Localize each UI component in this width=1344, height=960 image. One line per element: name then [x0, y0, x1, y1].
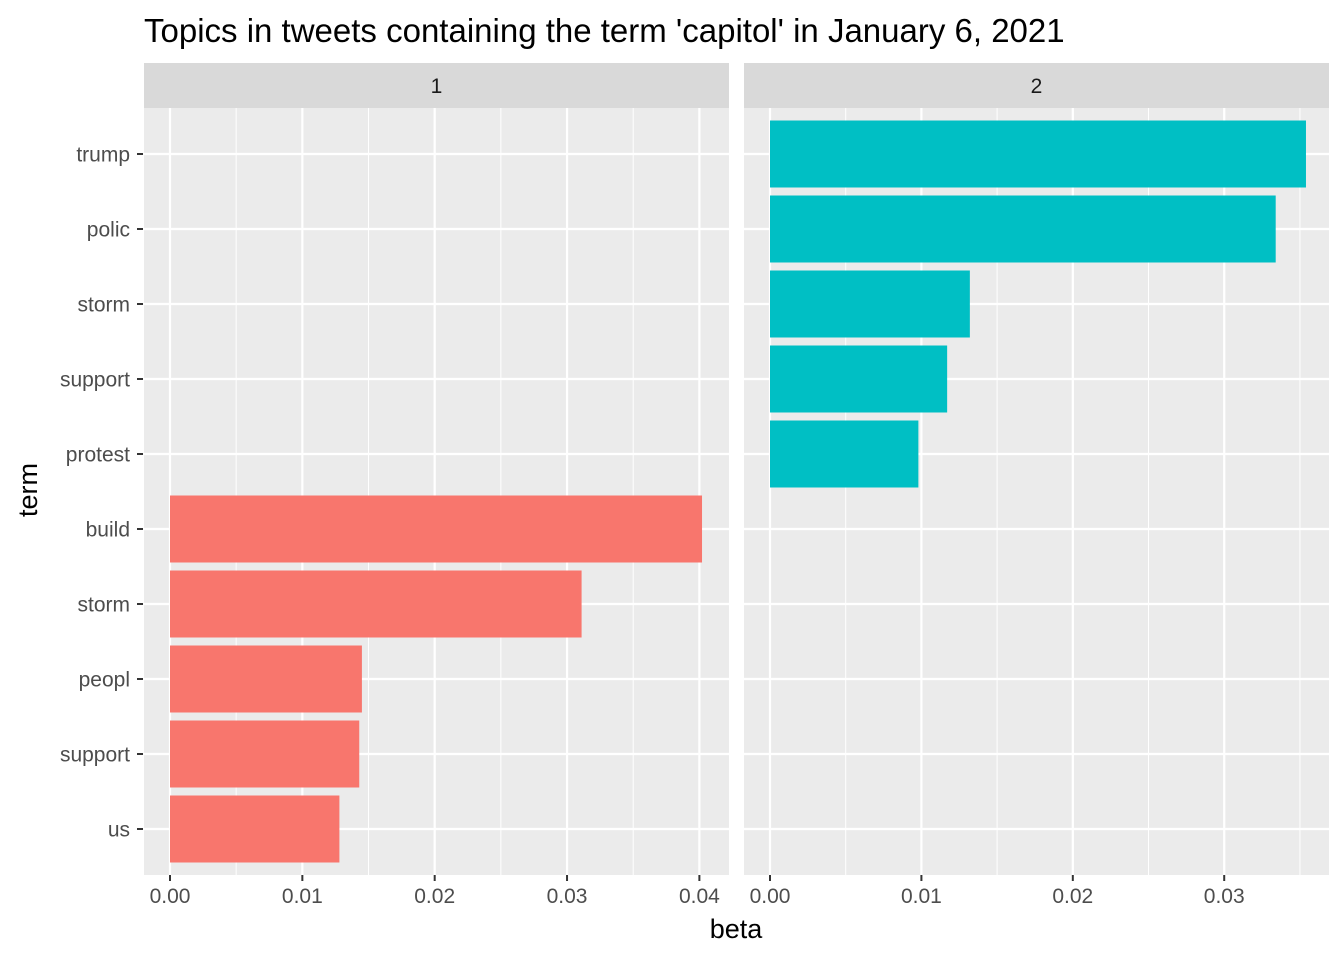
- y-tick-label: storm: [78, 594, 131, 617]
- facet-strip: [144, 63, 729, 108]
- bar-support: [770, 345, 948, 413]
- bar-protest: [770, 420, 919, 488]
- y-tick-label: us: [108, 819, 130, 842]
- x-tick-label: 0.01: [282, 885, 323, 908]
- y-tick-label: protest: [66, 444, 130, 467]
- x-tick-label: 0.04: [679, 885, 720, 908]
- facet-strip-label: 2: [1031, 75, 1043, 98]
- panel-2: 2 0.00 0.01 0.02 0.03: [744, 63, 1329, 908]
- facet-strip: [744, 63, 1329, 108]
- bar-support: [170, 720, 360, 788]
- facet-strip-label: 1: [431, 75, 443, 98]
- y-axis: trump polic storm support protest build storm p…: [60, 144, 143, 842]
- y-tick-label: polic: [87, 219, 130, 242]
- y-tick-label: support: [60, 369, 130, 392]
- chart-title: Topics in tweets containing the term 'ca…: [144, 12, 1065, 49]
- y-tick-label: peopl: [79, 669, 130, 692]
- x-tick-label: 0.03: [547, 885, 588, 908]
- x-tick-label: 0.02: [414, 885, 455, 908]
- bar-polic: [770, 195, 1276, 263]
- x-tick-label: 0.02: [1052, 885, 1093, 908]
- bar-us: [170, 795, 340, 863]
- y-axis-title: term: [13, 463, 43, 517]
- x-axis-title: beta: [710, 914, 764, 944]
- panel-1: 1 0.00 0.01 0.02 0.03 0.04: [144, 63, 729, 908]
- panels: 1 0.00 0.01 0.02 0.03 0.04 2 0.00 0.01 0.02 0.03: [144, 63, 1329, 908]
- y-tick-label: trump: [76, 144, 130, 167]
- y-tick-label: support: [60, 744, 130, 767]
- y-tick-label: build: [86, 519, 130, 542]
- x-tick-label: 0.03: [1204, 885, 1245, 908]
- bar-trump: [770, 120, 1306, 188]
- x-tick-label: 0.00: [150, 885, 191, 908]
- bar-build: [170, 495, 703, 563]
- bar-storm: [770, 270, 970, 338]
- bar-peopl: [170, 645, 362, 713]
- x-tick-label: 0.00: [750, 885, 791, 908]
- bar-storm: [170, 570, 582, 638]
- x-tick-label: 0.01: [901, 885, 942, 908]
- y-tick-label: storm: [78, 294, 131, 317]
